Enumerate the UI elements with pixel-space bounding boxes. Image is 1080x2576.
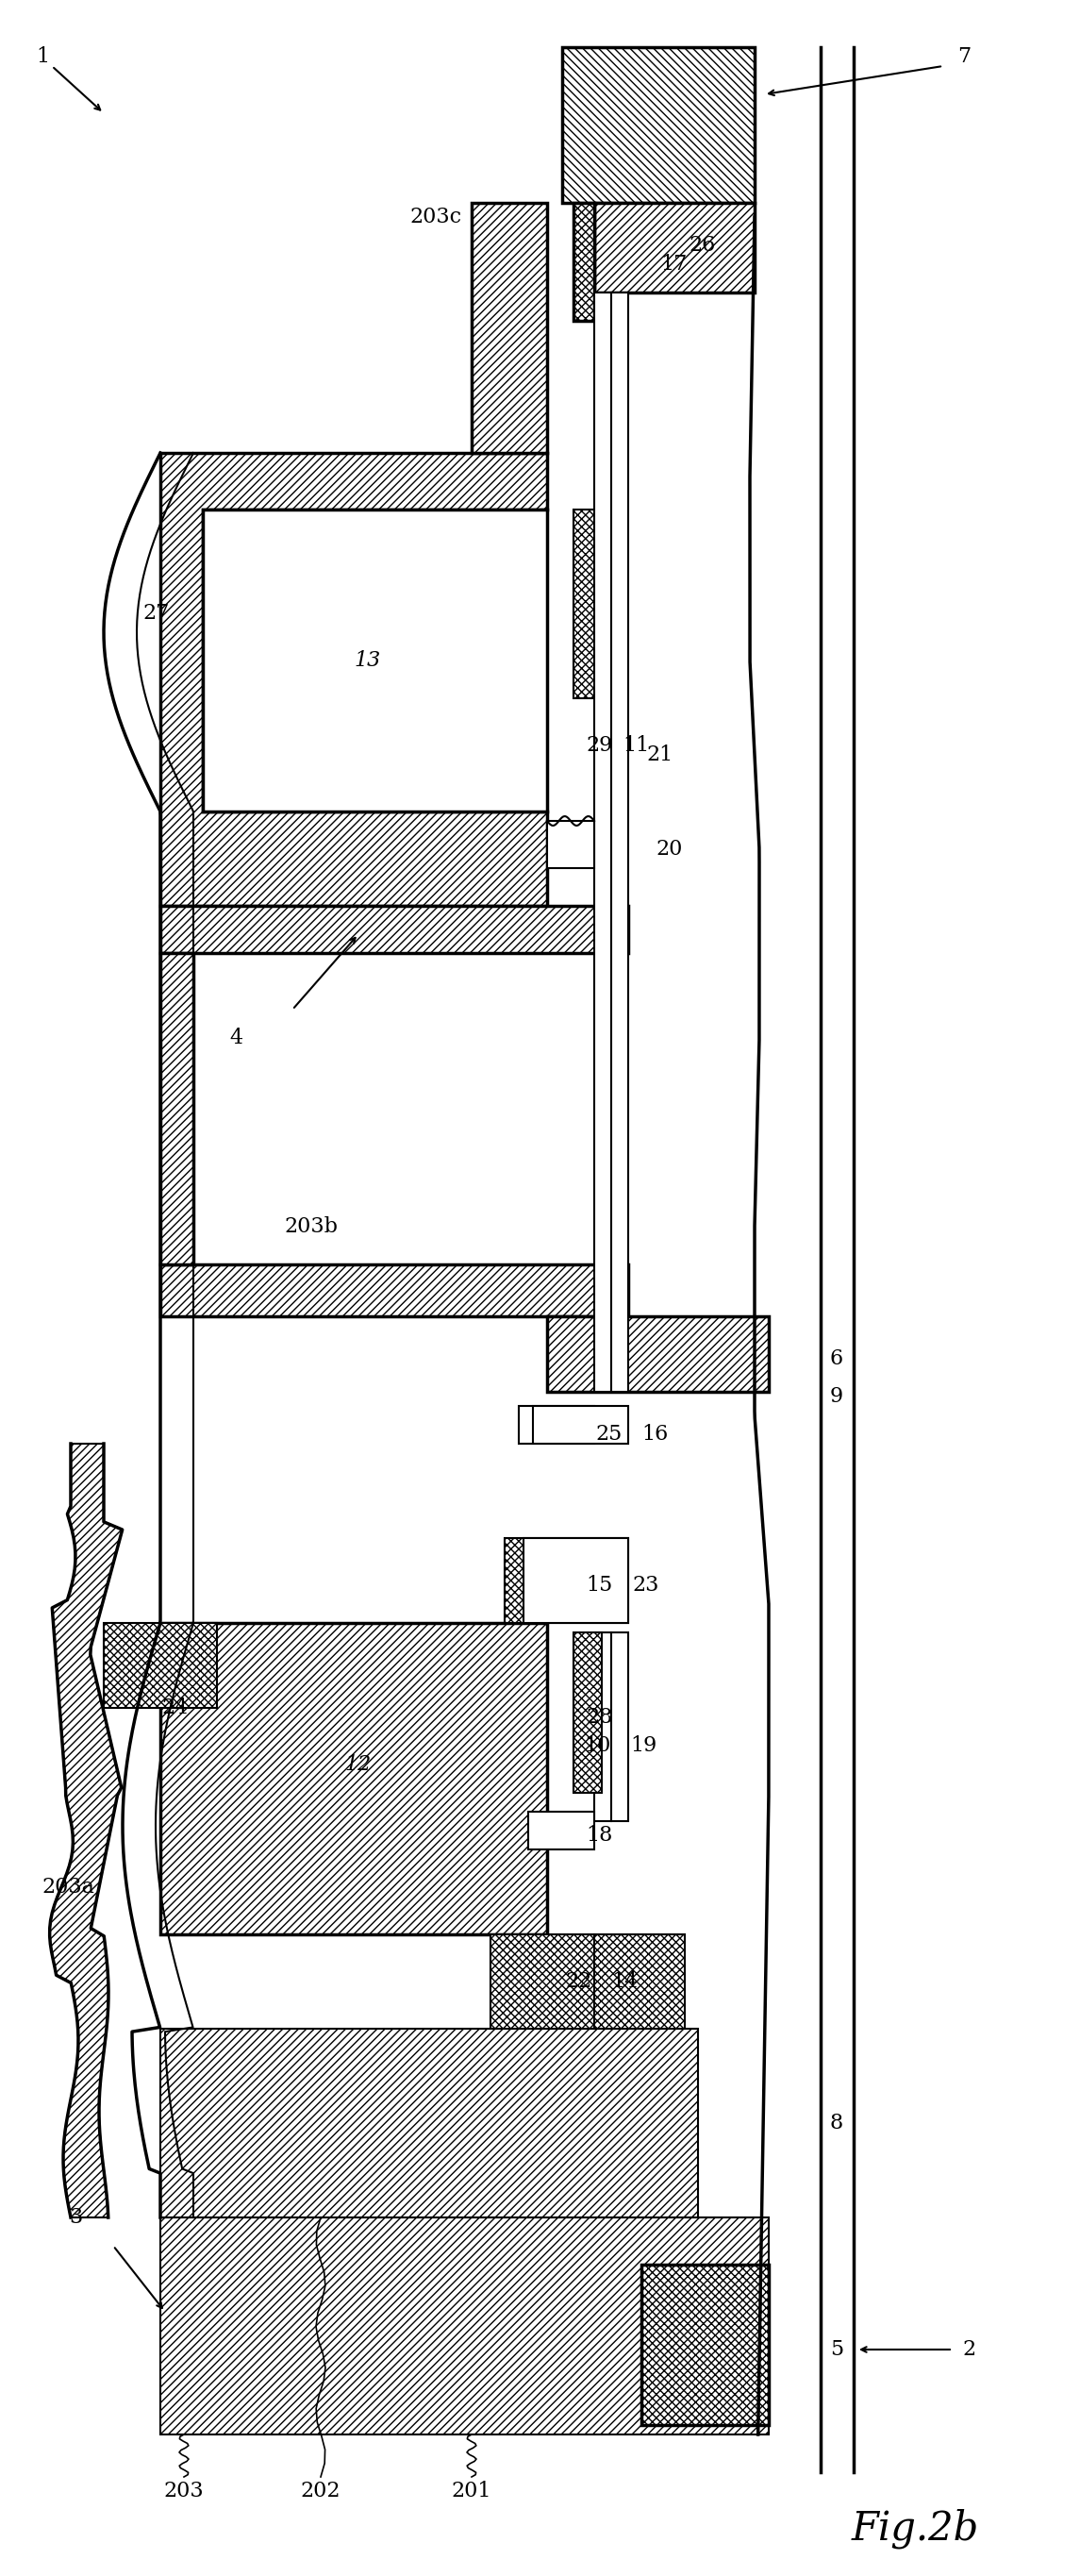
- Text: 3: 3: [69, 2208, 82, 2228]
- Text: 203c: 203c: [410, 206, 462, 227]
- Polygon shape: [573, 1633, 602, 1793]
- Text: 9: 9: [831, 1386, 843, 1406]
- Polygon shape: [594, 1935, 685, 2030]
- Text: 17: 17: [660, 255, 687, 276]
- Polygon shape: [548, 1316, 769, 1391]
- Polygon shape: [524, 1538, 629, 1623]
- Polygon shape: [528, 1811, 594, 1850]
- Text: 21: 21: [646, 744, 673, 765]
- Polygon shape: [532, 1406, 629, 1443]
- Text: 26: 26: [689, 234, 715, 255]
- Text: 203a: 203a: [42, 1878, 94, 1899]
- Text: 4: 4: [229, 1028, 243, 1048]
- Text: 5: 5: [831, 2339, 843, 2360]
- Polygon shape: [160, 953, 193, 1265]
- Text: 24: 24: [162, 1698, 189, 1718]
- Polygon shape: [594, 1633, 611, 1821]
- Polygon shape: [490, 1935, 594, 2030]
- Text: 10: 10: [584, 1736, 611, 1757]
- Text: 202: 202: [300, 2481, 341, 2501]
- Text: 13: 13: [354, 649, 381, 670]
- Polygon shape: [594, 204, 755, 294]
- Polygon shape: [563, 46, 755, 204]
- Polygon shape: [518, 1406, 594, 1443]
- Polygon shape: [160, 453, 548, 907]
- Polygon shape: [50, 1443, 122, 2218]
- Polygon shape: [104, 1623, 217, 1708]
- Polygon shape: [611, 1633, 629, 1821]
- Polygon shape: [203, 510, 548, 811]
- Text: 201: 201: [451, 2481, 491, 2501]
- Polygon shape: [573, 204, 594, 322]
- Polygon shape: [548, 822, 594, 868]
- Polygon shape: [160, 2218, 769, 2434]
- Polygon shape: [642, 2264, 769, 2424]
- Text: 16: 16: [642, 1425, 669, 1445]
- Polygon shape: [160, 1623, 548, 1935]
- Text: 14: 14: [611, 1971, 638, 1991]
- Polygon shape: [504, 1538, 629, 1623]
- Text: 19: 19: [630, 1736, 657, 1757]
- Polygon shape: [160, 907, 629, 953]
- Polygon shape: [573, 510, 594, 698]
- Text: 18: 18: [586, 1824, 613, 1844]
- Polygon shape: [472, 204, 548, 453]
- Text: 27: 27: [144, 603, 170, 623]
- Text: 12: 12: [346, 1754, 372, 1775]
- Polygon shape: [594, 294, 611, 1391]
- Text: 7: 7: [957, 46, 971, 67]
- Text: 6: 6: [831, 1347, 843, 1370]
- Text: 15: 15: [586, 1574, 613, 1595]
- Text: 29: 29: [586, 734, 613, 755]
- Text: 23: 23: [632, 1574, 659, 1595]
- Text: 1: 1: [36, 46, 49, 67]
- Text: 11: 11: [622, 734, 649, 755]
- Text: 203b: 203b: [284, 1216, 338, 1236]
- Text: Fig.2b: Fig.2b: [851, 2509, 978, 2548]
- Text: 20: 20: [656, 840, 683, 860]
- Text: 28: 28: [586, 1708, 613, 1728]
- Text: 2: 2: [962, 2339, 975, 2360]
- Text: 203: 203: [164, 2481, 204, 2501]
- Polygon shape: [160, 2030, 698, 2218]
- Polygon shape: [611, 294, 629, 1391]
- Text: 8: 8: [831, 2112, 843, 2133]
- Text: 22: 22: [566, 1971, 592, 1991]
- Polygon shape: [160, 1265, 629, 1316]
- Text: 25: 25: [596, 1425, 622, 1445]
